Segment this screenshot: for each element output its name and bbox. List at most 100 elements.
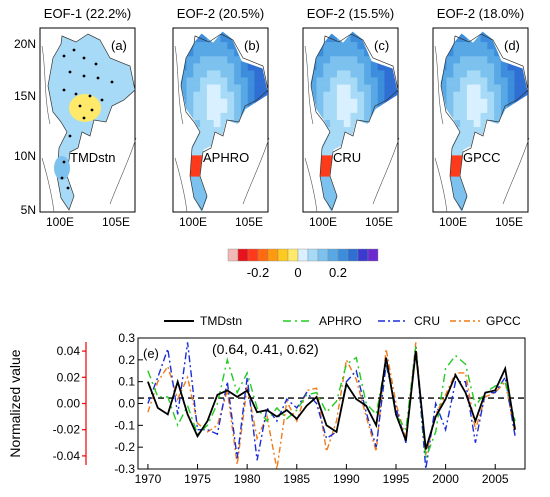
x-tick-label: 1995 <box>383 472 410 486</box>
colorbar-tick-label: -0.2 <box>247 265 269 280</box>
grid-cell <box>193 183 201 192</box>
grid-cell <box>323 84 331 92</box>
grid-cell <box>213 112 221 121</box>
lon-tick-label: 100E <box>439 215 467 229</box>
grid-cell <box>213 127 221 135</box>
grid-cell <box>480 35 488 43</box>
x-tick-label: 1975 <box>184 472 211 486</box>
grid-cell <box>240 91 248 100</box>
station-dot <box>74 92 78 96</box>
panel-tag: (d) <box>504 38 520 53</box>
grid-cell <box>453 49 461 57</box>
grid-cell <box>323 120 331 128</box>
grid-cell <box>453 190 461 199</box>
grid-cell <box>460 141 468 149</box>
panel-tag: (b) <box>244 38 260 53</box>
grid-cell <box>473 56 481 64</box>
dataset-label: CRU <box>333 150 361 165</box>
grid-cell <box>227 56 235 64</box>
grid-cell <box>200 120 208 128</box>
map-panel-gpcc: EOF-2 (18.0%) (d) GPCC 100E 105E <box>432 6 530 229</box>
legend-label: GPCC <box>486 314 521 328</box>
grid-cell <box>446 105 454 114</box>
grid-cell <box>227 42 235 50</box>
grid-cell <box>377 77 385 85</box>
grid-cell <box>234 98 242 107</box>
grid-cell <box>494 70 502 78</box>
grid-cell <box>514 63 522 71</box>
grid-cell <box>330 197 338 206</box>
grid-cell <box>213 42 221 50</box>
grid-cell <box>200 105 208 114</box>
grid-cell <box>384 77 392 85</box>
grid-cell <box>310 84 317 92</box>
grid-cell <box>186 77 194 85</box>
grid-cell <box>460 77 468 85</box>
grid-cell <box>200 190 208 199</box>
grid-cell <box>213 105 221 114</box>
series-line-cru <box>147 342 516 470</box>
grid-cell <box>487 91 495 100</box>
lon-tick-label: 105E <box>102 215 130 229</box>
grid-cell <box>350 56 358 64</box>
grid-cell <box>213 98 221 107</box>
grid-cell <box>227 98 235 107</box>
grid-cell <box>473 127 481 135</box>
grid-cell <box>480 56 488 64</box>
grid-cell <box>494 49 502 57</box>
grid-cell <box>453 105 461 114</box>
grid-cell <box>494 105 502 114</box>
grid-cell <box>247 98 255 107</box>
grid-cell <box>200 112 208 121</box>
grid-cell <box>323 197 331 206</box>
grid-cell <box>213 84 221 92</box>
grid-cell <box>521 84 529 92</box>
grid-cell <box>473 49 481 57</box>
grid-cell <box>330 91 338 100</box>
grid-cell <box>466 84 475 92</box>
grid-cell <box>213 91 221 100</box>
grid-cell <box>330 190 338 199</box>
colorbar-segment <box>247 248 259 262</box>
grid-cell <box>316 98 324 107</box>
grid-cell <box>227 63 235 71</box>
map-title: EOF-2 (20.5%) <box>177 6 264 21</box>
grid-cell <box>261 77 269 85</box>
grid-cell <box>227 91 235 100</box>
grid-cell <box>460 49 468 57</box>
colorbar-tick-label: 0 <box>294 265 301 280</box>
grid-cell <box>480 105 488 114</box>
grid-cell <box>200 98 208 107</box>
grid-cell <box>227 49 235 57</box>
land-outline <box>310 33 399 211</box>
grid-cell <box>494 63 502 71</box>
grid-cell <box>487 42 495 50</box>
grid-cell <box>200 42 208 50</box>
grid-cell <box>220 91 228 100</box>
grid-cell <box>453 91 461 100</box>
grid-cell <box>500 98 508 107</box>
grid-cell <box>460 105 468 114</box>
grid-cell <box>323 148 331 156</box>
grid-cell <box>220 112 228 121</box>
colorbar-segment <box>307 248 319 262</box>
grid-cell <box>343 35 351 43</box>
grid-cell <box>460 70 468 78</box>
grid-cell <box>343 105 351 114</box>
grid-cell <box>310 77 317 85</box>
grid-cell <box>370 98 378 107</box>
colorbar-segment <box>367 248 379 262</box>
colorbar-segment <box>347 248 359 262</box>
colorbar-segment <box>337 248 349 262</box>
land-fill <box>47 33 136 211</box>
map-title: EOF-1 (22.2%) <box>44 6 131 21</box>
grid-cell <box>480 42 488 50</box>
grid-cell <box>234 91 242 100</box>
grid-cell <box>350 120 358 128</box>
eof-maps: EOF-1 (22.2%) (a) TMDstn 100E 105E 20N 15N 10N 5… <box>14 6 530 229</box>
grid-cell <box>350 31 358 36</box>
grid-cell <box>254 91 262 100</box>
grid-cell <box>336 42 345 50</box>
grid-cell <box>370 63 378 71</box>
grid-cell <box>336 141 345 149</box>
